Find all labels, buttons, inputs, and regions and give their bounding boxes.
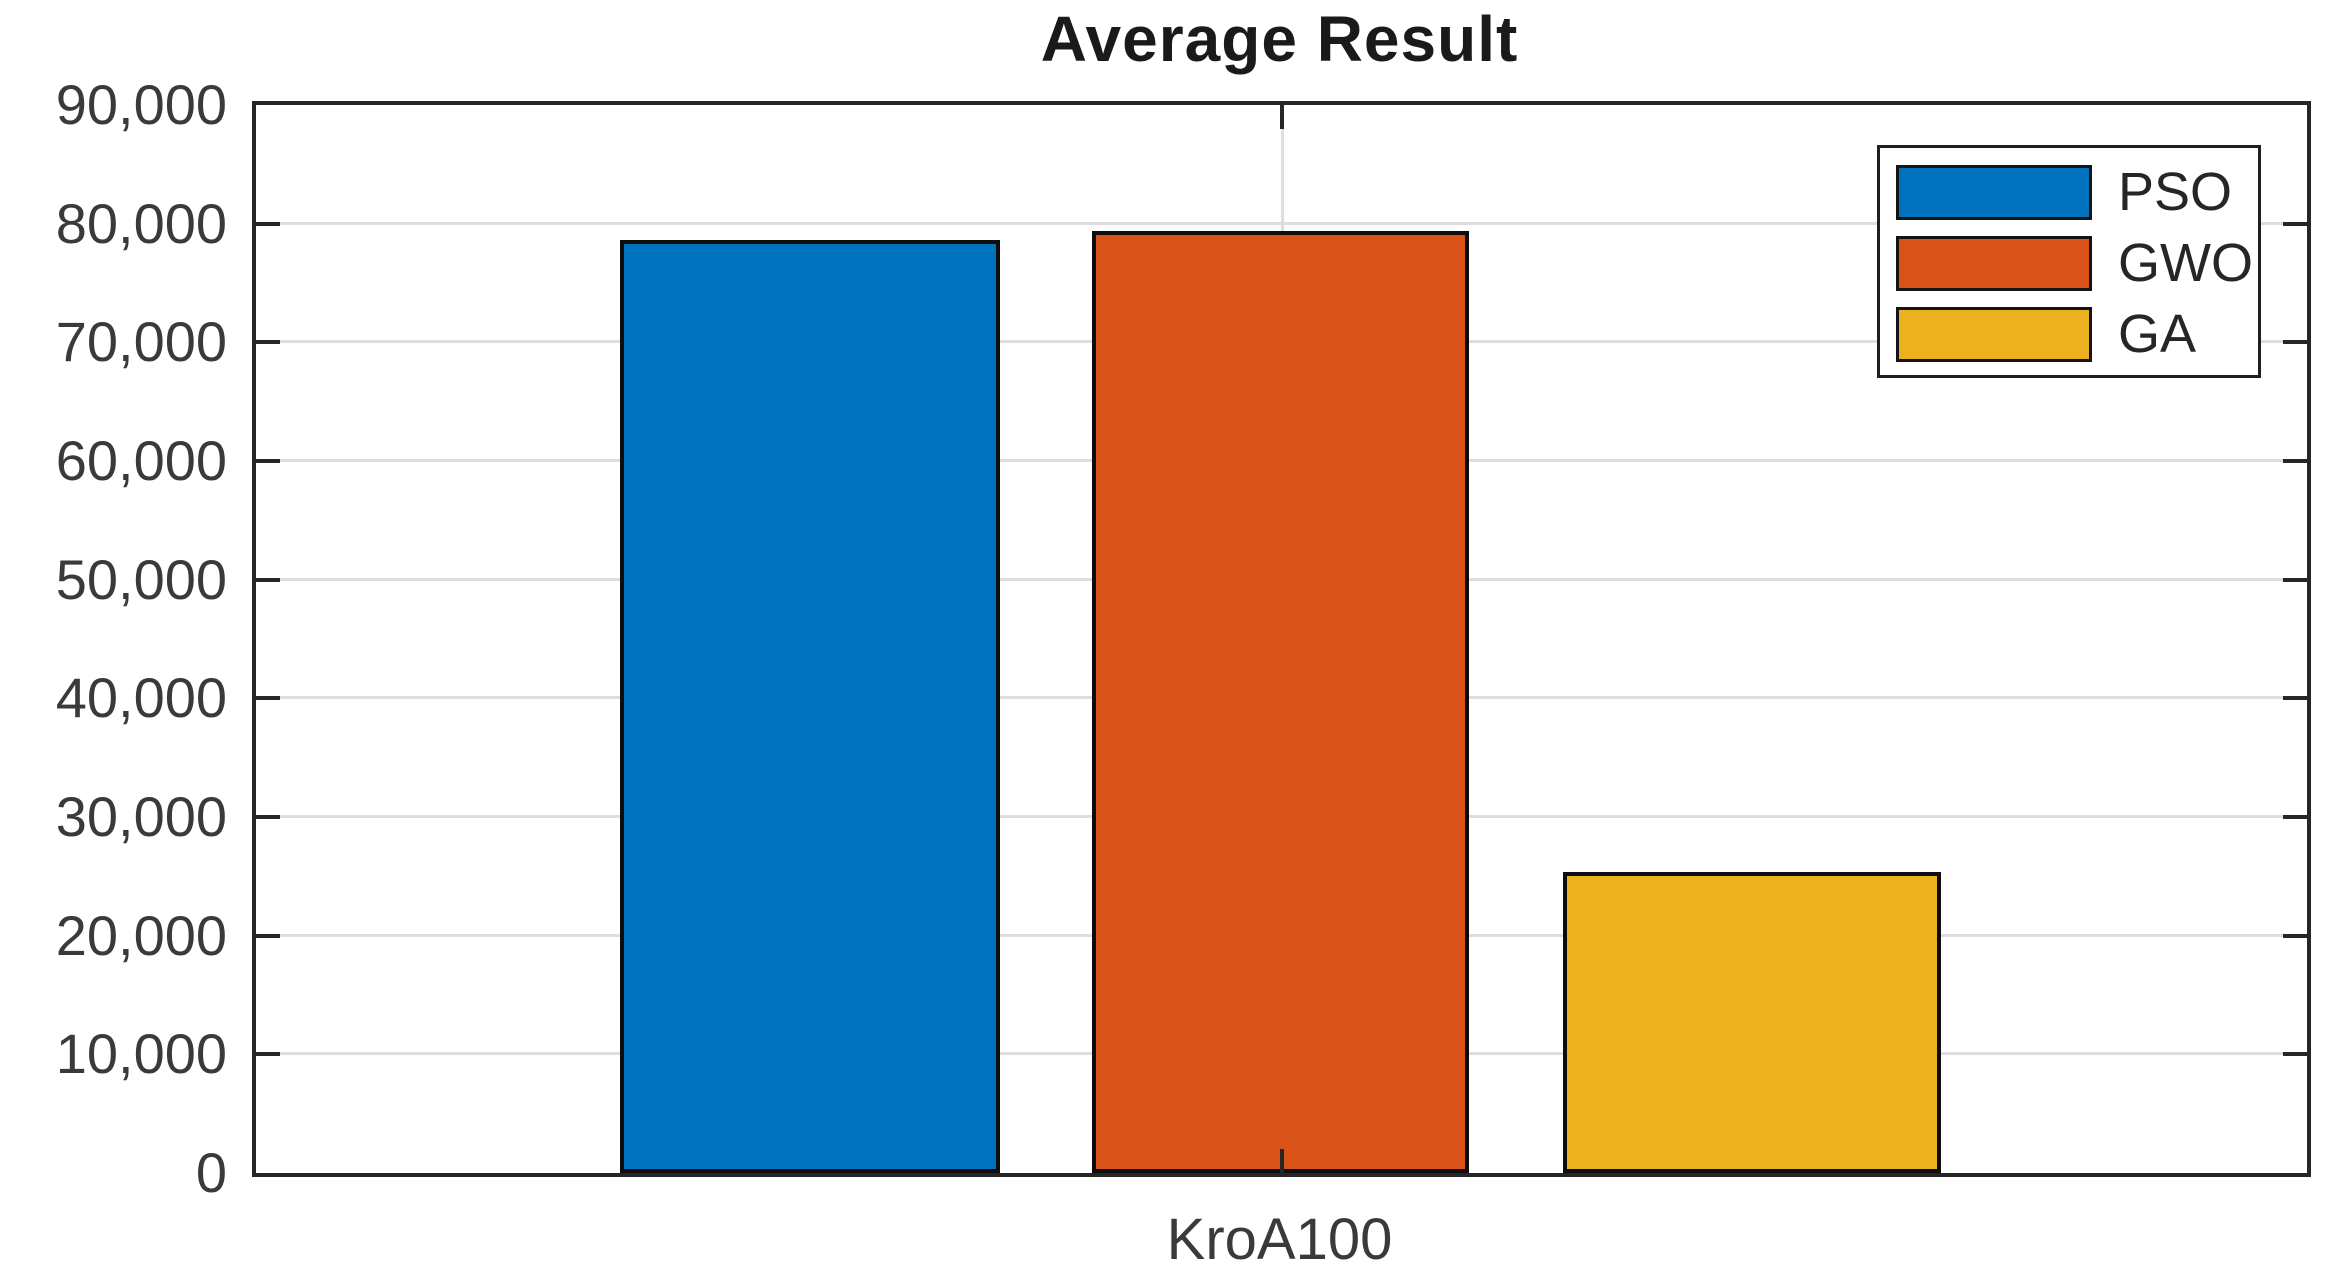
x-axis-tick-label: KroA100 (1166, 1207, 1393, 1272)
horizontal-gridline (256, 221, 2307, 225)
y-tick-label: 70,000 (55, 310, 227, 374)
y-axis-tick (256, 340, 280, 345)
y-tick-label: 40,000 (55, 666, 227, 730)
y-tick-label: 80,000 (55, 191, 227, 255)
legend-item-gwo: GWO (1896, 236, 2258, 291)
y-tick-label: 20,000 (55, 903, 227, 967)
y-axis-tick (2283, 815, 2307, 819)
y-axis-tick-labels: 0 10,000 20,000 30,000 40,000 50,000 60,000 70,… (0, 0, 227, 1280)
y-tick-label: 90,000 (55, 73, 227, 136)
x-axis-top-tick (1279, 105, 1284, 129)
legend: PSO GWO GA (1877, 145, 2261, 378)
y-axis-tick (256, 221, 280, 226)
chart-title: Average Result (1040, 3, 1519, 75)
y-axis-tick (2283, 577, 2307, 582)
y-tick-label: 0 (195, 1141, 227, 1204)
legend-label-gwo: GWO (2118, 233, 2253, 293)
y-axis-tick (2283, 459, 2307, 463)
y-axis-tick (2283, 221, 2307, 226)
legend-label-pso: PSO (2118, 162, 2233, 222)
plot-inner (256, 105, 2307, 1173)
y-tick-label: 30,000 (55, 785, 227, 848)
legend-label-ga: GA (2118, 304, 2197, 364)
bar-ga (1563, 872, 1941, 1173)
bar-pso (620, 240, 1000, 1173)
y-tick-label: 50,000 (55, 547, 227, 611)
y-axis-tick (256, 696, 280, 701)
y-axis-tick (256, 577, 280, 582)
legend-swatch-pso (1896, 165, 2092, 220)
bar-gwo (1092, 231, 1469, 1173)
legend-item-pso: PSO (1896, 165, 2258, 220)
x-axis-bottom-tick (1279, 1149, 1284, 1173)
y-axis-tick (2283, 696, 2307, 701)
y-axis-tick (2283, 1052, 2307, 1057)
y-axis-tick (256, 1052, 280, 1057)
y-axis-tick (2283, 933, 2307, 938)
y-axis-tick (256, 933, 280, 938)
legend-swatch-ga (1896, 307, 2092, 362)
y-tick-label: 60,000 (55, 429, 227, 492)
y-axis-tick (256, 459, 280, 463)
y-tick-label: 10,000 (55, 1022, 227, 1086)
y-axis-tick (2283, 340, 2307, 345)
legend-item-ga: GA (1896, 307, 2258, 362)
y-axis-tick (256, 815, 280, 819)
legend-swatch-gwo (1896, 236, 2092, 291)
